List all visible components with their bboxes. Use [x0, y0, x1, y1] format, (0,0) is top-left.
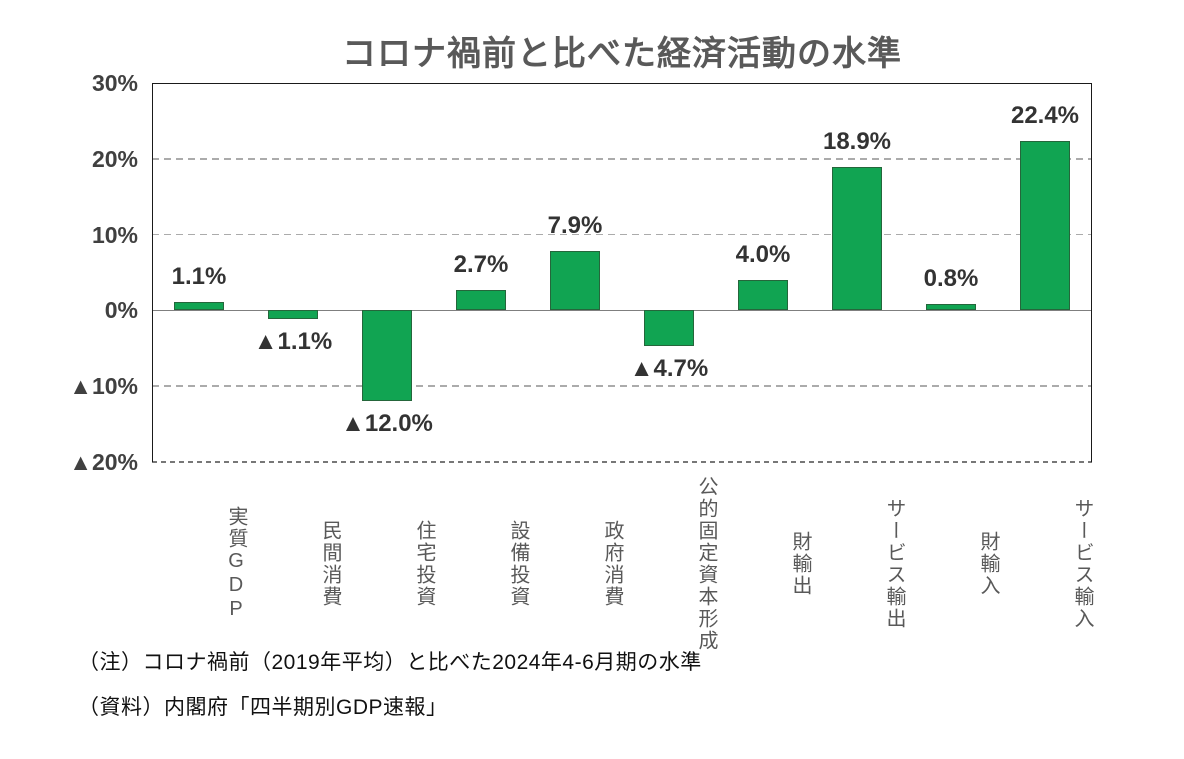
- bar: [644, 310, 694, 347]
- bar-value-label: ▲4.7%: [629, 355, 709, 383]
- x-category-label: 住宅投資: [413, 519, 435, 608]
- x-category-label: 民間消費: [319, 519, 341, 608]
- bar: [268, 310, 318, 319]
- x-category-label: サービス輸出: [883, 497, 905, 630]
- bar: [456, 289, 506, 311]
- y-tick-label: 0%: [104, 297, 138, 324]
- y-tick-label: ▲10%: [69, 373, 138, 400]
- chart-source: （資料）内閣府「四半期別GDP速報」: [78, 696, 448, 719]
- plot-frame-bottom-gridline: [152, 461, 1092, 463]
- x-category-label: 実質GDP: [225, 505, 247, 622]
- x-category-label: 財輸入: [977, 530, 999, 597]
- chart-title: コロナ禍前と比べた経済活動の水準: [342, 35, 902, 73]
- gridline: [152, 158, 1092, 160]
- bar-value-label: 18.9%: [822, 128, 892, 156]
- x-category-label: 政府消費: [601, 519, 623, 608]
- bar-value-label: 4.0%: [735, 241, 791, 269]
- bar: [926, 304, 976, 311]
- gridline: [152, 385, 1092, 387]
- bar-value-label: 2.7%: [453, 250, 509, 278]
- y-tick-label: 10%: [91, 221, 138, 248]
- x-category-label: 公的固定資本形成: [695, 475, 717, 652]
- bar-value-label: 1.1%: [171, 263, 227, 291]
- bar-value-label: 0.8%: [923, 265, 979, 293]
- plot-frame: [152, 83, 1092, 462]
- bar-value-label: 22.4%: [1010, 101, 1080, 129]
- bar: [550, 250, 600, 311]
- bar: [832, 167, 882, 311]
- y-tick-label: 30%: [91, 70, 138, 96]
- y-tick-label: ▲20%: [69, 449, 138, 475]
- bar-value-label: 7.9%: [547, 211, 603, 239]
- zero-line: [152, 309, 1092, 312]
- bar: [1020, 140, 1070, 311]
- bar-value-label: ▲1.1%: [253, 327, 333, 355]
- x-category-label: サービス輸入: [1071, 497, 1093, 630]
- chart-note: （注）コロナ禍前（2019年平均）と比べた2024年4-6月期の水準: [78, 651, 702, 674]
- x-category-label: 設備投資: [507, 519, 529, 608]
- x-category-label: 財輸出: [789, 530, 811, 597]
- bar: [738, 280, 788, 311]
- y-tick-label: 20%: [91, 145, 138, 172]
- gridline: [152, 233, 1092, 236]
- bar-value-label: ▲12.0%: [341, 410, 433, 438]
- bar: [362, 310, 412, 402]
- bar: [174, 302, 224, 311]
